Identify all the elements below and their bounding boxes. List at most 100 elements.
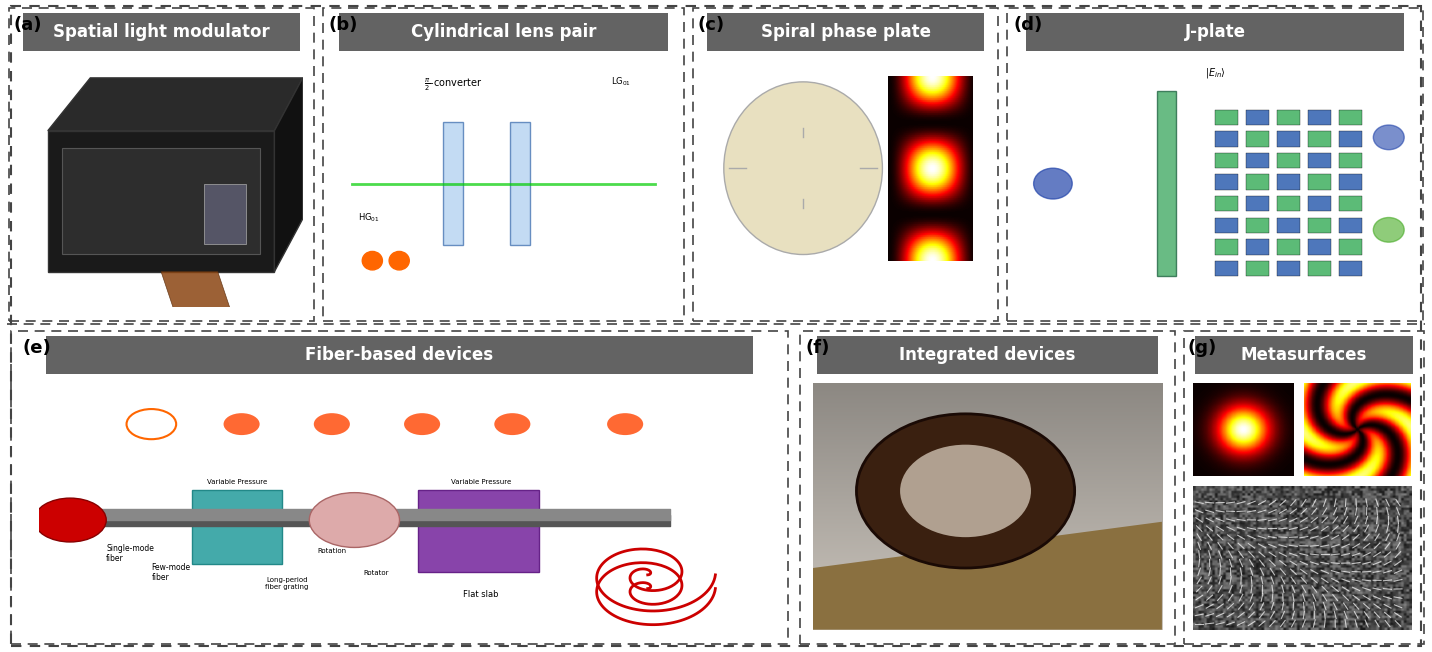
Circle shape — [390, 252, 410, 270]
Polygon shape — [442, 122, 463, 245]
Bar — [1277, 239, 1300, 254]
Circle shape — [901, 445, 1031, 537]
Text: Cylindrical lens pair: Cylindrical lens pair — [411, 23, 596, 41]
Text: Fiber-based devices: Fiber-based devices — [305, 346, 494, 364]
Circle shape — [404, 413, 440, 435]
Bar — [1307, 196, 1330, 211]
Bar — [1307, 218, 1330, 233]
Bar — [1339, 131, 1362, 147]
Bar — [1246, 174, 1269, 190]
Polygon shape — [813, 522, 1161, 630]
Bar — [1339, 261, 1362, 276]
Text: (a): (a) — [13, 16, 42, 34]
FancyBboxPatch shape — [23, 13, 299, 51]
Text: HG$_{01}$: HG$_{01}$ — [358, 212, 379, 224]
FancyBboxPatch shape — [192, 490, 282, 564]
Circle shape — [314, 413, 349, 435]
Bar — [1307, 239, 1330, 254]
Polygon shape — [275, 78, 302, 272]
Bar — [1246, 261, 1269, 276]
Polygon shape — [160, 272, 232, 314]
Text: Spatial light modulator: Spatial light modulator — [53, 23, 269, 41]
Bar — [1307, 174, 1330, 190]
Text: (c): (c) — [697, 16, 725, 34]
Bar — [1307, 110, 1330, 125]
FancyBboxPatch shape — [418, 490, 540, 572]
Circle shape — [1373, 125, 1405, 150]
Circle shape — [1373, 218, 1405, 242]
Text: J-plate: J-plate — [1184, 23, 1246, 41]
Polygon shape — [62, 149, 261, 254]
Bar — [1214, 196, 1239, 211]
Bar — [1339, 153, 1362, 168]
Bar — [1214, 239, 1239, 254]
Circle shape — [616, 117, 626, 126]
Circle shape — [1034, 168, 1073, 199]
Circle shape — [309, 493, 400, 548]
Text: (g): (g) — [1187, 339, 1217, 357]
FancyBboxPatch shape — [816, 336, 1158, 374]
Bar — [1246, 131, 1269, 147]
Polygon shape — [203, 184, 246, 243]
Bar — [1246, 196, 1269, 211]
Text: Integrated devices: Integrated devices — [899, 346, 1075, 364]
Text: $\frac{\pi}{2}$-converter: $\frac{\pi}{2}$-converter — [424, 76, 483, 93]
Bar — [1214, 261, 1239, 276]
Text: (b): (b) — [328, 16, 358, 34]
Circle shape — [723, 82, 882, 254]
Bar — [1214, 174, 1239, 190]
Bar — [1307, 261, 1330, 276]
Circle shape — [856, 414, 1074, 568]
Bar — [1339, 174, 1362, 190]
Circle shape — [494, 413, 530, 435]
Bar — [1339, 196, 1362, 211]
Bar — [1339, 218, 1362, 233]
Text: LG$_{01}$: LG$_{01}$ — [611, 76, 632, 89]
Text: Variable Pressure: Variable Pressure — [451, 479, 511, 486]
Text: Spiral phase plate: Spiral phase plate — [760, 23, 931, 41]
Circle shape — [223, 413, 259, 435]
Polygon shape — [47, 131, 275, 272]
Circle shape — [362, 252, 382, 270]
Polygon shape — [47, 78, 302, 131]
Text: (e): (e) — [23, 339, 52, 357]
Text: (d): (d) — [1014, 16, 1042, 34]
Text: Rotation: Rotation — [318, 548, 347, 554]
Bar — [1339, 110, 1362, 125]
Circle shape — [607, 413, 643, 435]
Bar — [1277, 218, 1300, 233]
Text: Single-mode
fiber: Single-mode fiber — [106, 544, 155, 563]
Bar — [1307, 153, 1330, 168]
Text: $|E_{in}\rangle$: $|E_{in}\rangle$ — [1204, 67, 1226, 80]
FancyBboxPatch shape — [1194, 336, 1413, 374]
Polygon shape — [1157, 91, 1177, 276]
Bar — [1277, 153, 1300, 168]
Bar — [1277, 131, 1300, 147]
Bar — [1277, 174, 1300, 190]
Text: Variable Pressure: Variable Pressure — [208, 479, 268, 486]
Text: Flat slab: Flat slab — [463, 590, 498, 599]
Bar — [1214, 153, 1239, 168]
FancyBboxPatch shape — [46, 336, 753, 374]
Bar — [1246, 110, 1269, 125]
Bar — [1214, 131, 1239, 147]
Bar — [1246, 153, 1269, 168]
Bar — [1277, 196, 1300, 211]
Polygon shape — [510, 122, 530, 245]
Text: Few-mode
fiber: Few-mode fiber — [152, 563, 190, 582]
Bar — [1339, 239, 1362, 254]
Text: (f): (f) — [805, 339, 829, 357]
Bar — [1277, 261, 1300, 276]
Bar — [1214, 218, 1239, 233]
Bar — [1246, 239, 1269, 254]
Circle shape — [142, 419, 160, 430]
FancyBboxPatch shape — [1027, 13, 1403, 51]
Bar — [1307, 131, 1330, 147]
FancyBboxPatch shape — [339, 13, 667, 51]
Bar — [1246, 218, 1269, 233]
Text: Metasurfaces: Metasurfaces — [1240, 346, 1368, 364]
Text: Long-period
fiber grating: Long-period fiber grating — [265, 576, 308, 589]
Text: Rotator: Rotator — [364, 570, 390, 576]
Bar — [1277, 110, 1300, 125]
Circle shape — [34, 498, 106, 542]
